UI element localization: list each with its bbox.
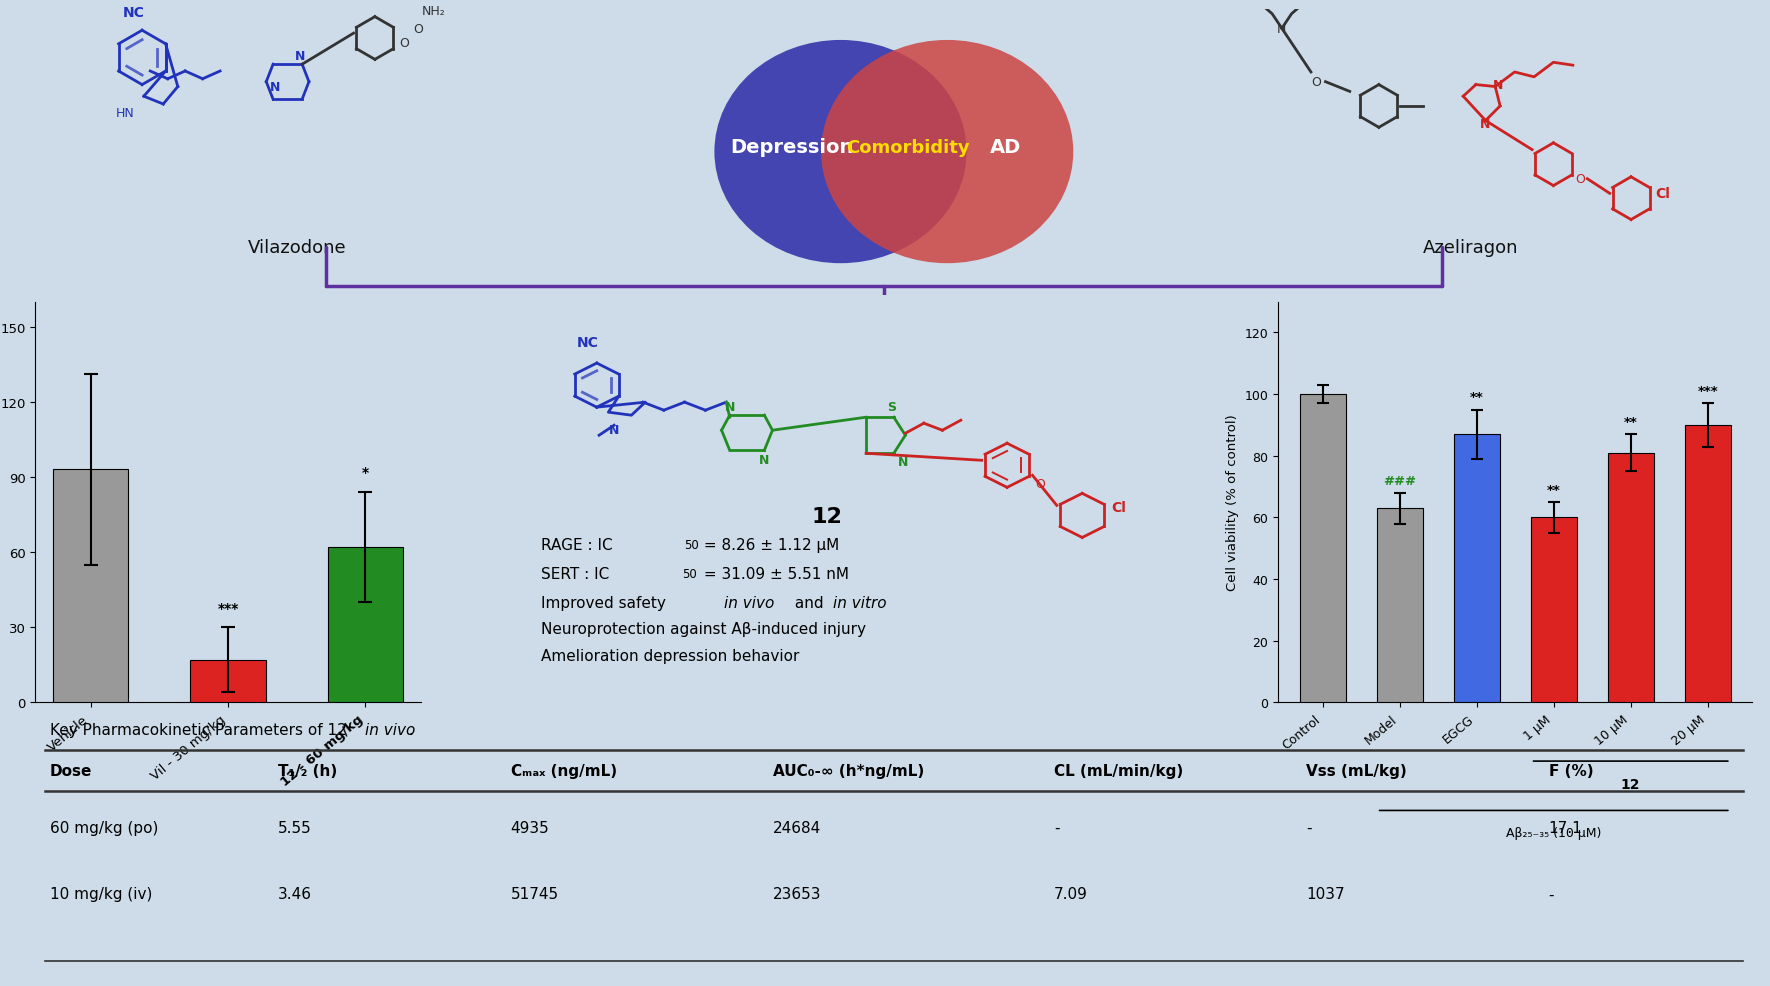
Text: = 8.26 ± 1.12 μM: = 8.26 ± 1.12 μM [699,538,839,553]
Text: Key Pharmacokinetic Parameters of 12: Key Pharmacokinetic Parameters of 12 [50,722,352,738]
Text: 7.09: 7.09 [1053,886,1089,901]
Text: in vitro: in vitro [834,596,887,610]
Text: NC: NC [122,6,145,20]
Text: N: N [1492,79,1503,92]
Bar [327,547,404,703]
Bar [1685,426,1731,703]
Text: **: ** [1623,416,1637,429]
Text: O: O [1575,174,1584,186]
Text: Vss (mL/kg): Vss (mL/kg) [1306,763,1407,778]
Bar [1607,454,1653,703]
Text: 50: 50 [681,568,697,581]
Text: O: O [1035,477,1044,490]
Text: -: - [1053,819,1060,835]
Text: N: N [296,50,306,63]
Text: S: S [887,400,896,414]
Text: **: ** [1547,483,1561,496]
Text: N: N [897,456,908,468]
Text: N: N [1480,117,1490,131]
Text: O: O [414,23,423,35]
Text: 3.46: 3.46 [278,886,312,901]
Text: O: O [1312,76,1320,89]
Text: Improved safety: Improved safety [542,596,671,610]
Text: .: . [409,722,414,738]
Bar [53,470,129,703]
Text: Depression: Depression [731,138,853,157]
Text: 5.55: 5.55 [278,819,312,835]
Text: and: and [789,596,828,610]
Text: **: ** [1469,391,1483,404]
Bar [1531,518,1577,703]
Text: in vivo: in vivo [724,596,773,610]
Text: CL (mL/min/kg): CL (mL/min/kg) [1053,763,1182,778]
Text: ***: *** [218,601,239,615]
Text: AUC₀-∞ (h*ng/mL): AUC₀-∞ (h*ng/mL) [772,763,924,778]
Text: 23653: 23653 [772,886,821,901]
Text: 12: 12 [812,507,843,527]
Text: 24684: 24684 [772,819,821,835]
Text: N: N [759,454,770,466]
Text: in vivo: in vivo [365,722,416,738]
Text: 12: 12 [1621,777,1641,791]
Text: 4935: 4935 [512,819,549,835]
Text: 1037: 1037 [1306,886,1345,901]
Text: 51745: 51745 [512,886,559,901]
Text: Azeliragon: Azeliragon [1423,239,1519,256]
Text: T₁/₂ (h): T₁/₂ (h) [278,763,336,778]
Text: O: O [400,37,409,50]
Text: RAGE : IC: RAGE : IC [542,538,612,553]
Text: 50: 50 [685,539,699,552]
Bar [1299,394,1345,703]
Text: N: N [724,400,735,414]
Text: N: N [609,423,620,436]
Text: Amelioration depression behavior: Amelioration depression behavior [542,649,800,664]
Text: NH₂: NH₂ [421,5,446,19]
Text: Neuroprotection against Aβ-induced injury: Neuroprotection against Aβ-induced injur… [542,622,866,637]
Text: AD: AD [989,138,1021,157]
Text: NC: NC [577,335,598,350]
Y-axis label: Cell viability (% of control): Cell viability (% of control) [1227,414,1239,591]
Text: Comorbidity: Comorbidity [846,139,970,157]
Bar [1377,509,1423,703]
Text: Dose: Dose [50,763,92,778]
Text: 17.1: 17.1 [1549,819,1582,835]
Text: N: N [1278,23,1287,35]
Ellipse shape [715,40,966,264]
Text: ***: *** [1697,385,1719,397]
Text: -: - [1549,886,1554,901]
Text: Cl: Cl [1655,187,1671,201]
Text: -: - [1306,819,1312,835]
Text: Aβ₂₅₋₃₅ (10 μM): Aβ₂₅₋₃₅ (10 μM) [1506,826,1602,839]
Text: = 31.09 ± 5.51 nM: = 31.09 ± 5.51 nM [699,567,848,582]
Ellipse shape [821,40,1073,264]
Text: *: * [361,466,368,480]
Text: F (%): F (%) [1549,763,1593,778]
Bar [189,661,266,703]
Text: ###: ### [1382,474,1416,487]
Text: 10 mg/kg (iv): 10 mg/kg (iv) [50,886,152,901]
Text: HN: HN [115,106,135,120]
Text: Cₘₐₓ (ng/mL): Cₘₐₓ (ng/mL) [512,763,616,778]
Bar [1453,435,1499,703]
Text: SERT : IC: SERT : IC [542,567,609,582]
Text: Vilazodone: Vilazodone [248,239,347,256]
Text: Cl: Cl [1112,501,1126,515]
Text: 60 mg/kg (po): 60 mg/kg (po) [50,819,158,835]
Text: N: N [269,81,280,94]
